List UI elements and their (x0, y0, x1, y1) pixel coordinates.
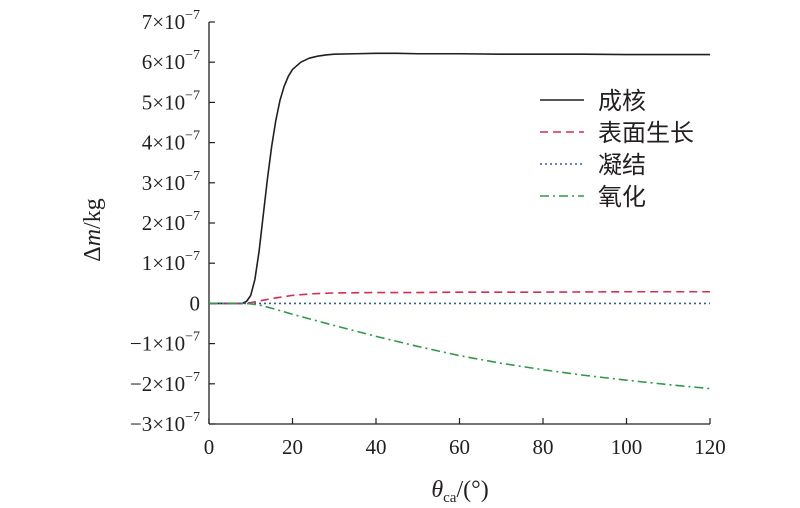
y-axis: 7×10−7 6×10−7 5×10−7 4×10−7 3×10−7 2×10−7 1×10… (130, 8, 215, 436)
y-tick-label: −3×10−7 (130, 410, 200, 436)
y-axis-title-delta: Δ (80, 246, 106, 261)
x-tick-label: 120 (694, 435, 726, 459)
y-tick-label: 0 (190, 291, 201, 315)
y-tick-label: 6×10−7 (142, 48, 200, 74)
y-tick-label: 1×10−7 (142, 249, 200, 275)
y-axis-title-unit: /kg (80, 198, 106, 229)
x-tick-label: 60 (449, 435, 470, 459)
x-tick-label: 0 (204, 435, 215, 459)
x-axis-title-subscript: ca (443, 490, 457, 506)
x-tick-label: 20 (282, 435, 303, 459)
series-line-1 (209, 52, 710, 305)
series-line-4 (209, 302, 711, 390)
y-tick-label: 5×10−7 (142, 88, 200, 114)
y-tick-label: −2×10−7 (130, 370, 200, 396)
legend-label: 凝结 (598, 151, 646, 179)
x-axis-title-unit: /(°) (456, 477, 488, 503)
x-tick-label: 100 (611, 435, 643, 459)
x-axis-title: θca/(°) (431, 477, 488, 506)
y-tick-label: 7×10−7 (142, 8, 200, 34)
y-tick-label: 4×10−7 (142, 129, 200, 155)
x-tick-label: 80 (533, 435, 554, 459)
legend-label: 成核 (598, 87, 646, 115)
legend-label: 表面生长 (598, 119, 694, 147)
y-tick-label: 3×10−7 (142, 169, 200, 195)
x-axis: 0 20 40 60 80 100 120 (204, 418, 726, 459)
series-line-2 (209, 290, 710, 305)
plot-series (209, 52, 711, 390)
x-tick-label: 40 (366, 435, 387, 459)
y-tick-label: 2×10−7 (142, 209, 200, 235)
y-tick-label: −1×10−7 (130, 330, 200, 356)
x-axis-title-symbol: θ (431, 477, 443, 503)
y-axis-title: Δm/kg (80, 198, 106, 261)
y-axis-title-variable: m (80, 229, 106, 246)
legend-label: 氧化 (598, 183, 646, 211)
